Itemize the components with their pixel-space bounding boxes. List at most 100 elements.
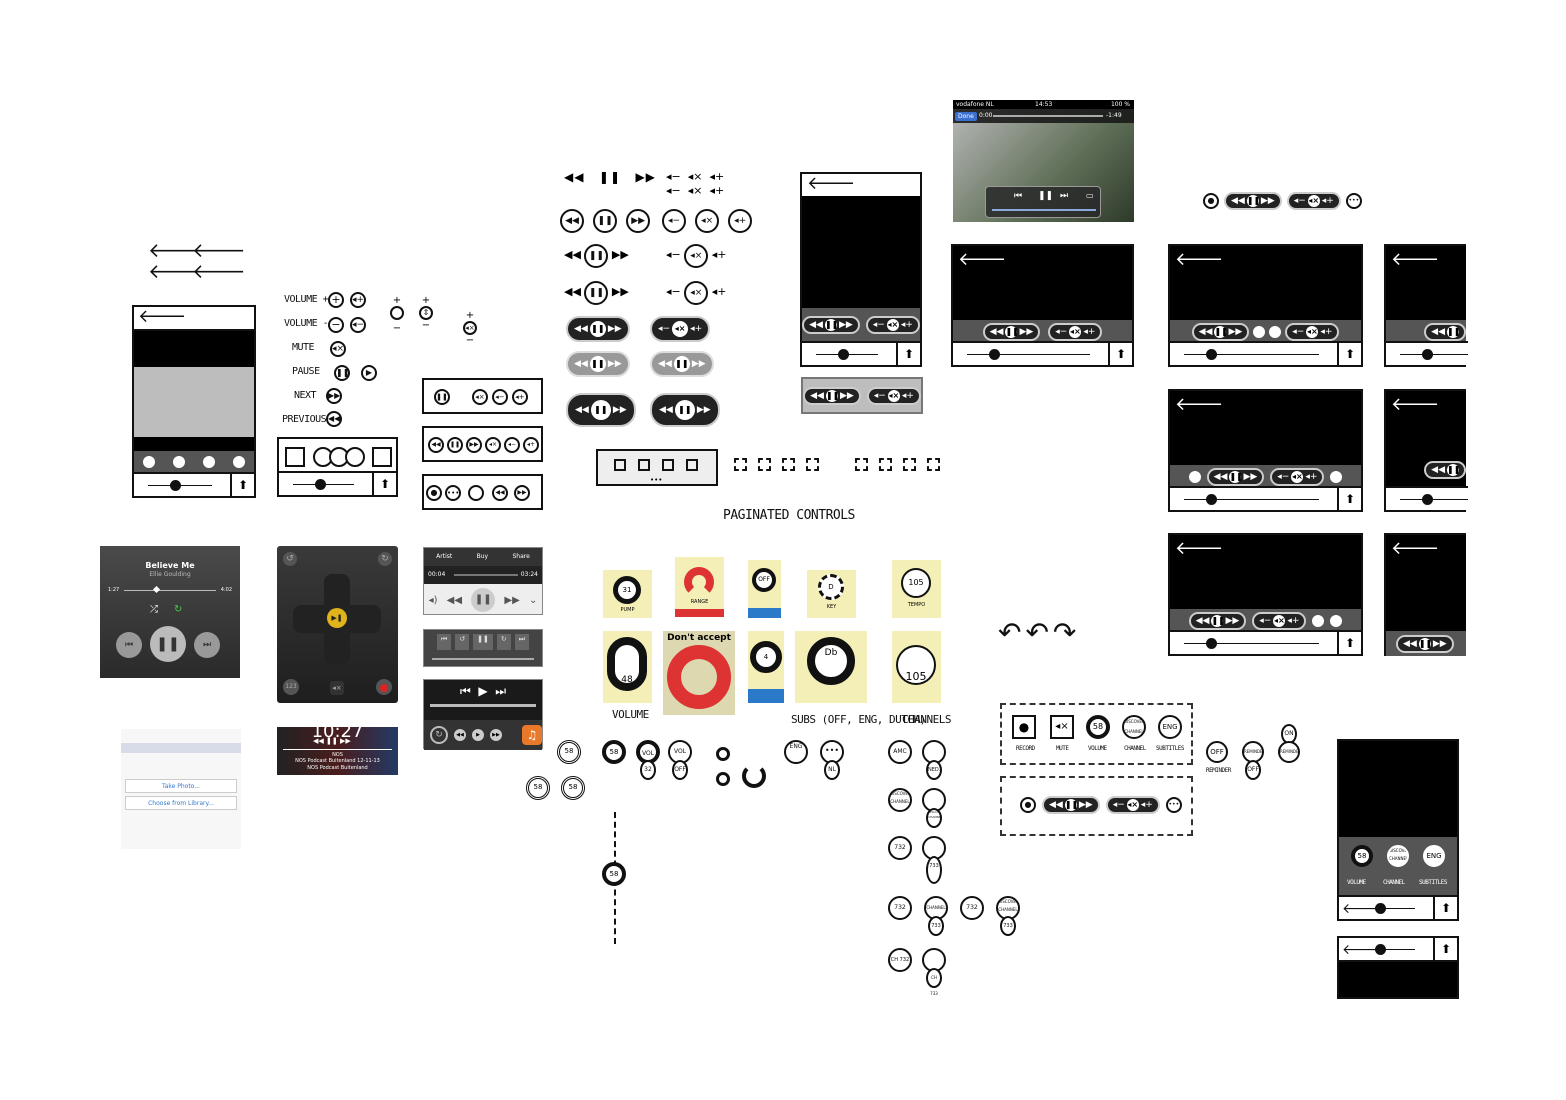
seek-slider[interactable]: ⬆ <box>134 472 254 496</box>
record-icon[interactable] <box>1312 615 1325 627</box>
transport-pill[interactable]: ◀◀ ❚❚ ▶▶ <box>982 323 1041 341</box>
pause-icon[interactable]: ❚❚ <box>584 281 609 305</box>
transport-pill[interactable]: ◀◀ ❚❚ ▶▶ <box>803 386 861 405</box>
video-progress[interactable] <box>993 115 1103 117</box>
back-arrow-icon[interactable]: 🡐 <box>1175 249 1224 270</box>
subtitles-knob[interactable]: ENG <box>1158 715 1182 739</box>
volume-pill[interactable]: ◂− ◂× ◂+ <box>1285 323 1340 341</box>
more-icon[interactable] <box>1330 615 1343 627</box>
transport-pill[interactable]: ◀◀ ❚❚ ▶▶ <box>1191 323 1250 341</box>
channel-knob[interactable]: DISCOVERY CHANNEL <box>888 788 912 812</box>
page-square[interactable] <box>686 459 698 471</box>
channel-knob[interactable]: DISCOVERY CHANNEL <box>1122 715 1146 739</box>
seek-slider[interactable]: ⬆ <box>1170 341 1361 365</box>
take-photo-button[interactable]: Take Photo... <box>125 779 237 793</box>
mute-icon[interactable]: ◂× <box>695 209 720 233</box>
square-icon[interactable] <box>372 447 392 467</box>
ned1-knob[interactable]: NED1 <box>926 760 942 780</box>
mute-icon[interactable]: ◂× <box>485 437 501 453</box>
transport-pill[interactable]: ◀◀ ❚❚ <box>1424 461 1466 479</box>
upload-icon[interactable]: ⬆ <box>1433 938 1457 960</box>
volume-knob[interactable]: 58 <box>602 862 626 886</box>
back-arrow-icon[interactable]: 🡐 <box>807 173 856 194</box>
volume-pill-disabled[interactable]: ◀◀ ❚❚ ▶▶ <box>650 351 714 377</box>
next-icon[interactable]: ▶▶ <box>514 485 530 501</box>
volume-pill[interactable]: ◂− ◂× ◂+ <box>1252 612 1307 630</box>
pump-knob[interactable]: 31 <box>613 576 641 604</box>
volume-knob[interactable]: 58 <box>1086 715 1110 739</box>
db-knob[interactable]: Db <box>807 637 855 685</box>
player-buttons[interactable]: ⏮ ▶ ⏭ <box>459 684 507 698</box>
repeat-icon[interactable]: ↻ <box>174 604 183 615</box>
transport-pill[interactable]: ◀◀ ❚❚ ▶▶ <box>1042 796 1100 814</box>
forward-icon[interactable]: ↻ <box>496 634 511 650</box>
artist-tab[interactable]: Artist <box>436 553 453 560</box>
next-icon[interactable]: ▶▶ <box>466 437 482 453</box>
transport-pill-disabled[interactable]: ◀◀ ❚❚ ▶▶ <box>566 351 630 377</box>
volume-up-icon[interactable]: ◂+ <box>523 437 539 453</box>
mute-icon[interactable]: ◂× <box>472 389 488 405</box>
more-icon[interactable] <box>1269 326 1282 338</box>
volume-pill[interactable]: ◂− ◂× ◂+ <box>866 386 921 405</box>
volume-pill[interactable]: ◂− ◂× ◂+ <box>650 316 711 342</box>
channel-knob[interactable]: 732 <box>888 896 912 920</box>
seek-slider[interactable] <box>1386 341 1468 365</box>
seek-slider[interactable]: ⬆ <box>1170 630 1361 654</box>
pause-icon[interactable]: ❚❚ <box>593 209 618 233</box>
volume-pill[interactable]: ◂− ◂× ◂+ <box>1048 323 1103 341</box>
page-dot[interactable] <box>233 456 245 468</box>
channel-knob[interactable]: CH 732 <box>888 948 912 972</box>
channel-knob[interactable]: DISCOVERY CHANNEL <box>1387 845 1409 867</box>
play-icon[interactable]: ▶ <box>472 729 484 741</box>
four-knob[interactable]: 4 <box>750 641 782 673</box>
previous-icon[interactable]: ◀◀ <box>454 729 466 741</box>
nl-knob[interactable]: NL <box>824 760 840 780</box>
back-arrow-icon[interactable]: 🡐 <box>1175 394 1224 415</box>
upload-icon[interactable]: ⬆ <box>896 343 920 365</box>
more-icon[interactable] <box>1330 471 1343 483</box>
more-icon[interactable]: ••• <box>1345 193 1362 209</box>
range-knob[interactable] <box>684 567 714 597</box>
scrubber[interactable] <box>124 590 216 591</box>
pause-button[interactable]: ❚❚ <box>471 588 496 612</box>
volume-down-icon[interactable]: ◂− <box>504 437 520 453</box>
upload-icon[interactable]: ⬆ <box>1108 343 1132 365</box>
back-arrow-icon[interactable]: 🡐 <box>958 249 1007 270</box>
reminder-toggle[interactable]: REMINDER <box>1278 741 1300 763</box>
next-icon[interactable]: ▶▶ <box>626 209 651 233</box>
refresh-icon[interactable]: ↻ <box>430 726 448 744</box>
volume-down-icon[interactable]: ◂− <box>662 209 686 233</box>
numpad-button[interactable]: 123 <box>283 679 299 695</box>
seek-slider[interactable]: ⬆ <box>1170 486 1361 510</box>
seek-slider[interactable]: ⬆ <box>953 341 1132 365</box>
page-dot[interactable] <box>468 485 484 501</box>
upload-icon[interactable]: ⬆ <box>1337 488 1361 510</box>
key-knob[interactable]: D <box>818 574 844 600</box>
chevron-down-icon[interactable]: ⌄ <box>528 594 538 606</box>
rewind-icon[interactable]: ◀◀ <box>446 594 463 606</box>
volume-down-icon[interactable]: ◂− <box>492 389 508 405</box>
page-square[interactable] <box>638 459 650 471</box>
tempo-knob[interactable]: 105 <box>901 568 931 598</box>
vol-off[interactable]: OFF <box>672 760 688 780</box>
previous-icon[interactable]: ◀◀ <box>560 209 584 233</box>
music-app-icon[interactable]: ♫ <box>522 725 542 745</box>
volume-icon[interactable]: ◂) <box>428 594 438 606</box>
eng-knob[interactable]: ENG <box>784 740 808 764</box>
more-icon[interactable]: ••• <box>445 485 461 501</box>
upload-icon[interactable]: ⬆ <box>1337 632 1361 654</box>
scrubber[interactable] <box>432 658 534 660</box>
scrubber[interactable] <box>283 749 392 750</box>
volume-slider[interactable] <box>992 209 1096 211</box>
seek-slider[interactable] <box>1386 486 1468 510</box>
previous-icon[interactable]: ⏮ <box>1014 191 1023 201</box>
off-knob[interactable]: OFF <box>752 568 776 592</box>
volume-up-icon[interactable]: ◂+ <box>512 389 528 405</box>
big-tempo-knob[interactable]: 105 <box>896 645 936 685</box>
volume-knob[interactable]: 58 <box>602 740 626 764</box>
back-arrow-icon[interactable]: 🡐 <box>1391 538 1440 559</box>
record-icon[interactable] <box>1253 326 1266 338</box>
record-button[interactable] <box>376 679 392 695</box>
mute-icon[interactable]: ◂× <box>684 281 709 305</box>
square-icon[interactable] <box>285 447 305 467</box>
